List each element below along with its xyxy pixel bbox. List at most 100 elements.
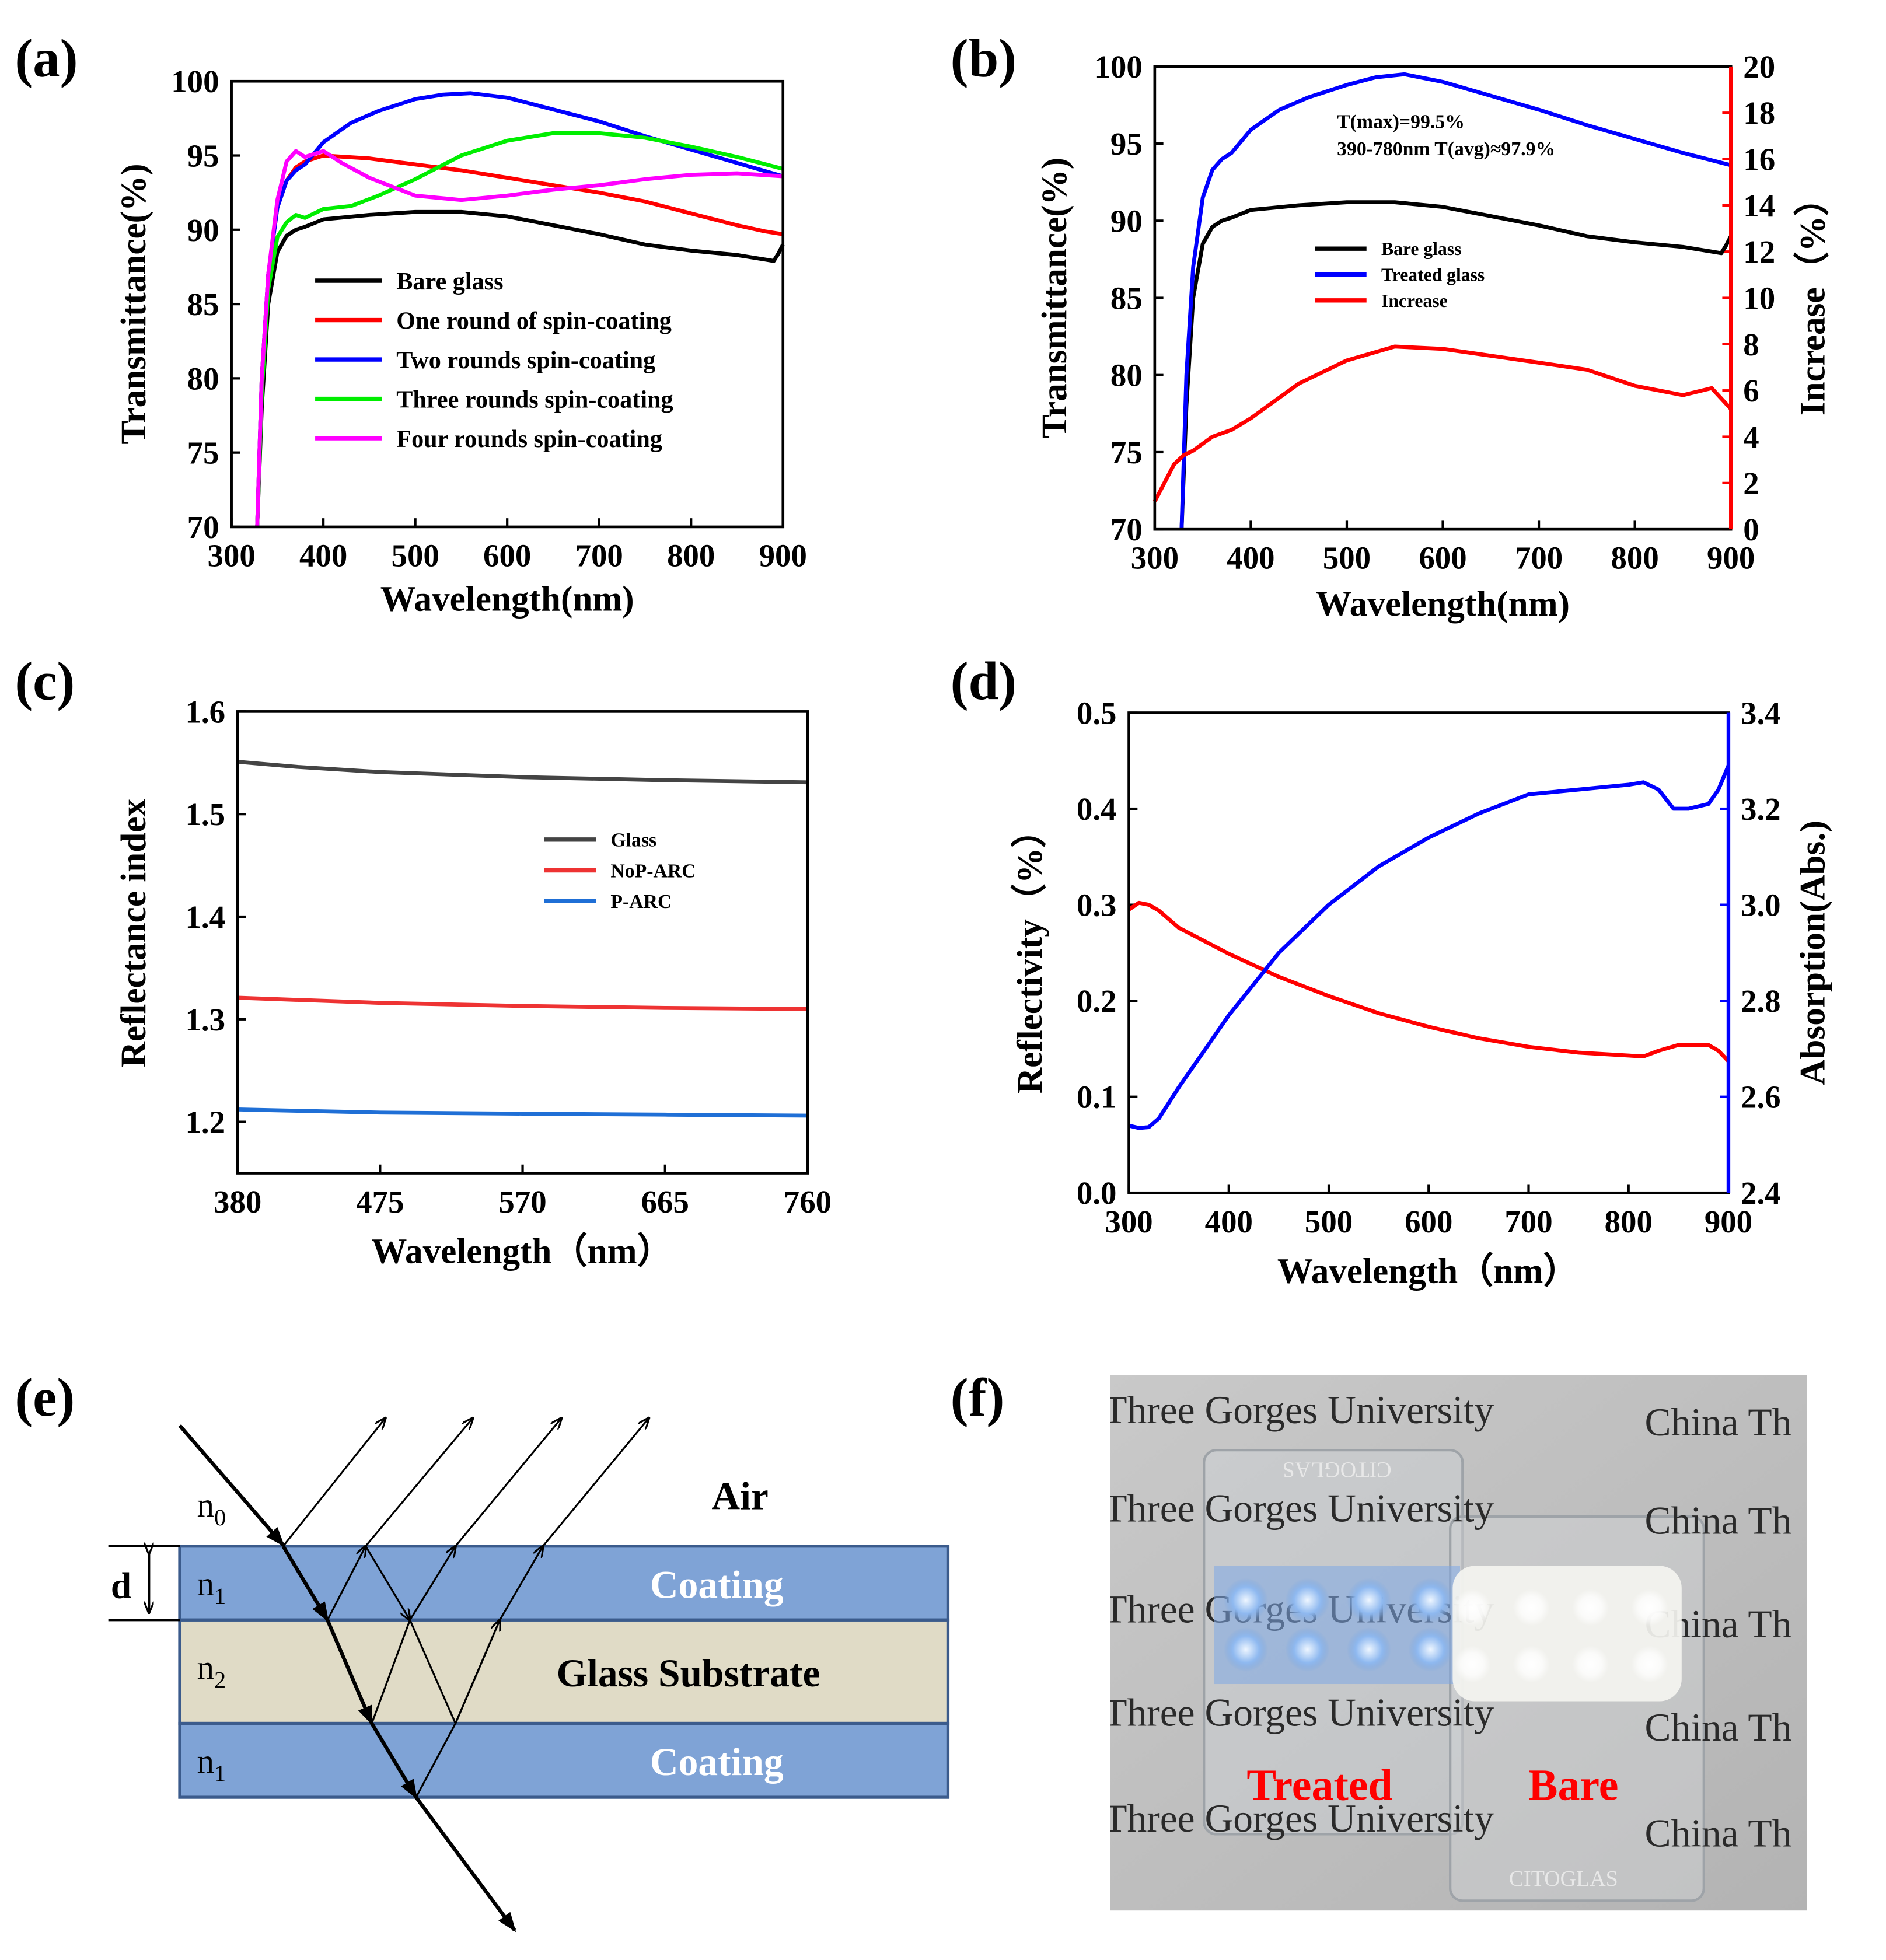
y-tick-label: 100 <box>171 64 219 99</box>
x-tick-label: 400 <box>299 537 347 573</box>
series-line-increase <box>1152 344 1733 503</box>
y-tick-label: 85 <box>187 287 219 322</box>
label-n1-top: n1 <box>197 1564 226 1609</box>
led-white <box>1631 1589 1668 1626</box>
x-tick-label: 475 <box>356 1184 404 1220</box>
glass-substrate-layer <box>178 1618 950 1725</box>
legend-label: Three rounds spin-coating <box>396 386 673 413</box>
y-tick-label: 70 <box>1110 512 1143 547</box>
led-white <box>1631 1645 1668 1683</box>
label-air: Air <box>711 1474 768 1518</box>
text-right-5: China Th <box>1645 1811 1792 1855</box>
series-line-absorption <box>1128 764 1731 1130</box>
legend-label: One round of spin-coating <box>396 307 672 334</box>
y2-tick-label: 8 <box>1743 327 1759 362</box>
label-treated: Treated <box>1246 1760 1392 1809</box>
series-line-p-arc <box>238 1107 808 1118</box>
refracted-ray-2 <box>326 1619 374 1726</box>
x-tick-label: 700 <box>1515 540 1563 576</box>
reflected-ray-2 <box>365 1418 473 1547</box>
y2-tick-label: 6 <box>1743 373 1759 408</box>
y-tick-label: 90 <box>1110 203 1143 239</box>
legend-label: Bare glass <box>1381 239 1461 259</box>
y2-tick-label: 0 <box>1743 512 1759 547</box>
panel-label-f: (f) <box>951 1368 1005 1428</box>
internal-reflection-1 <box>326 1546 365 1621</box>
chart-b: 300 400 500 600 700 800 900 70 75 80 85 90 95 100 0 2 4 6… <box>1035 49 1833 624</box>
x-tick-label: 600 <box>1405 1204 1452 1239</box>
led-array <box>1224 1578 1668 1683</box>
x-tick-label: 380 <box>214 1184 261 1220</box>
series-line-bare-glass <box>255 209 785 527</box>
bare-light-panel <box>1452 1566 1682 1702</box>
y2-tick-label: 10 <box>1743 281 1775 316</box>
annotation: T(max)=99.5% <box>1337 111 1465 132</box>
led-white <box>1572 1589 1609 1626</box>
y2-tick-label: 14 <box>1743 188 1775 223</box>
x-tick-label: 500 <box>1305 1204 1353 1239</box>
led-blue <box>1224 1578 1268 1623</box>
y-tick-label: 85 <box>1110 281 1143 316</box>
y2-tick-label: 2.8 <box>1741 983 1781 1019</box>
reflected-ray-1 <box>282 1418 385 1547</box>
x-tick-label: 760 <box>784 1184 832 1220</box>
thickness-label: d <box>111 1565 131 1606</box>
panel-label-c: (c) <box>15 651 75 711</box>
led-blue <box>1346 1627 1391 1672</box>
text-row-5: Three Gorges University <box>1103 1797 1494 1840</box>
text-right-1: China Th <box>1645 1400 1792 1444</box>
legend-label: Treated glass <box>1381 265 1485 285</box>
transmitted-ray <box>414 1796 516 1933</box>
legend-label: Two rounds spin-coating <box>396 347 655 374</box>
x-tick-label: 300 <box>1131 540 1179 576</box>
x-tick-label: 300 <box>1105 1204 1152 1239</box>
y-axis-label: Reflectance index <box>114 799 153 1068</box>
y2-axis-label: Absorption(Abs.) <box>1793 820 1833 1085</box>
series-line-bare-glass <box>1179 200 1733 530</box>
led-blue <box>1285 1627 1330 1672</box>
x-tick-label: 900 <box>1707 540 1755 576</box>
x-tick-label: 900 <box>759 537 807 573</box>
label-n1-bottom: n1 <box>197 1742 226 1787</box>
label-n0: n0 <box>197 1486 226 1531</box>
legend-label: NoP-ARC <box>610 860 696 882</box>
y-tick-label: 0.1 <box>1077 1079 1117 1115</box>
x-tick-label: 570 <box>498 1184 546 1220</box>
x-tick-label: 700 <box>575 537 623 573</box>
led-blue <box>1408 1578 1453 1623</box>
internal-down-2 <box>409 1619 457 1724</box>
chart-a: 300 400 500 600 700 800 900 70 75 80 85 90 95 100 Bare… <box>114 64 807 619</box>
y-tick-label: 0.5 <box>1077 695 1117 731</box>
y2-tick-label: 3.2 <box>1741 791 1781 827</box>
text-row-1: Three Gorges University <box>1103 1388 1494 1432</box>
label-n2: n2 <box>197 1648 226 1693</box>
plot-frame <box>230 79 785 529</box>
refracted-ray-1 <box>281 1545 329 1622</box>
y-tick-label: 0.0 <box>1077 1175 1117 1211</box>
legend-label: Four rounds spin-coating <box>396 425 662 453</box>
y-axis-label: Transmittance(%) <box>114 163 153 444</box>
x-tick-label: 800 <box>1605 1204 1653 1239</box>
series-line-treated-glass <box>1179 72 1732 530</box>
x-tick-label: 600 <box>1419 540 1466 576</box>
reflected-ray-3 <box>455 1418 561 1547</box>
text-right-2: China Th <box>1645 1499 1792 1543</box>
x-tick-label: 900 <box>1705 1204 1752 1239</box>
led-blue <box>1285 1578 1330 1623</box>
y-tick-label: 75 <box>187 435 219 471</box>
x-axis-label: Wavelength（nm） <box>1277 1251 1579 1291</box>
y2-tick-label: 16 <box>1743 142 1775 177</box>
incident-ray <box>178 1424 285 1547</box>
x-tick-label: 500 <box>392 537 439 573</box>
y-tick-label: 0.3 <box>1077 888 1117 923</box>
y-tick-label: 70 <box>187 509 219 545</box>
chart-c: 380 475 570 665 760 1.2 1.3 1.4 1.5 1.6 Glass NoP-A… <box>114 694 832 1271</box>
x-axis-label: Wavelength（nm） <box>371 1232 673 1271</box>
y-axis-label: Reflectivity（%） <box>1010 812 1050 1093</box>
led-white <box>1454 1645 1491 1683</box>
y2-tick-label: 20 <box>1743 49 1775 85</box>
text-row-4: Three Gorges University <box>1103 1691 1494 1735</box>
y-tick-label: 1.2 <box>186 1105 226 1140</box>
y2-tick-label: 2 <box>1743 466 1759 501</box>
